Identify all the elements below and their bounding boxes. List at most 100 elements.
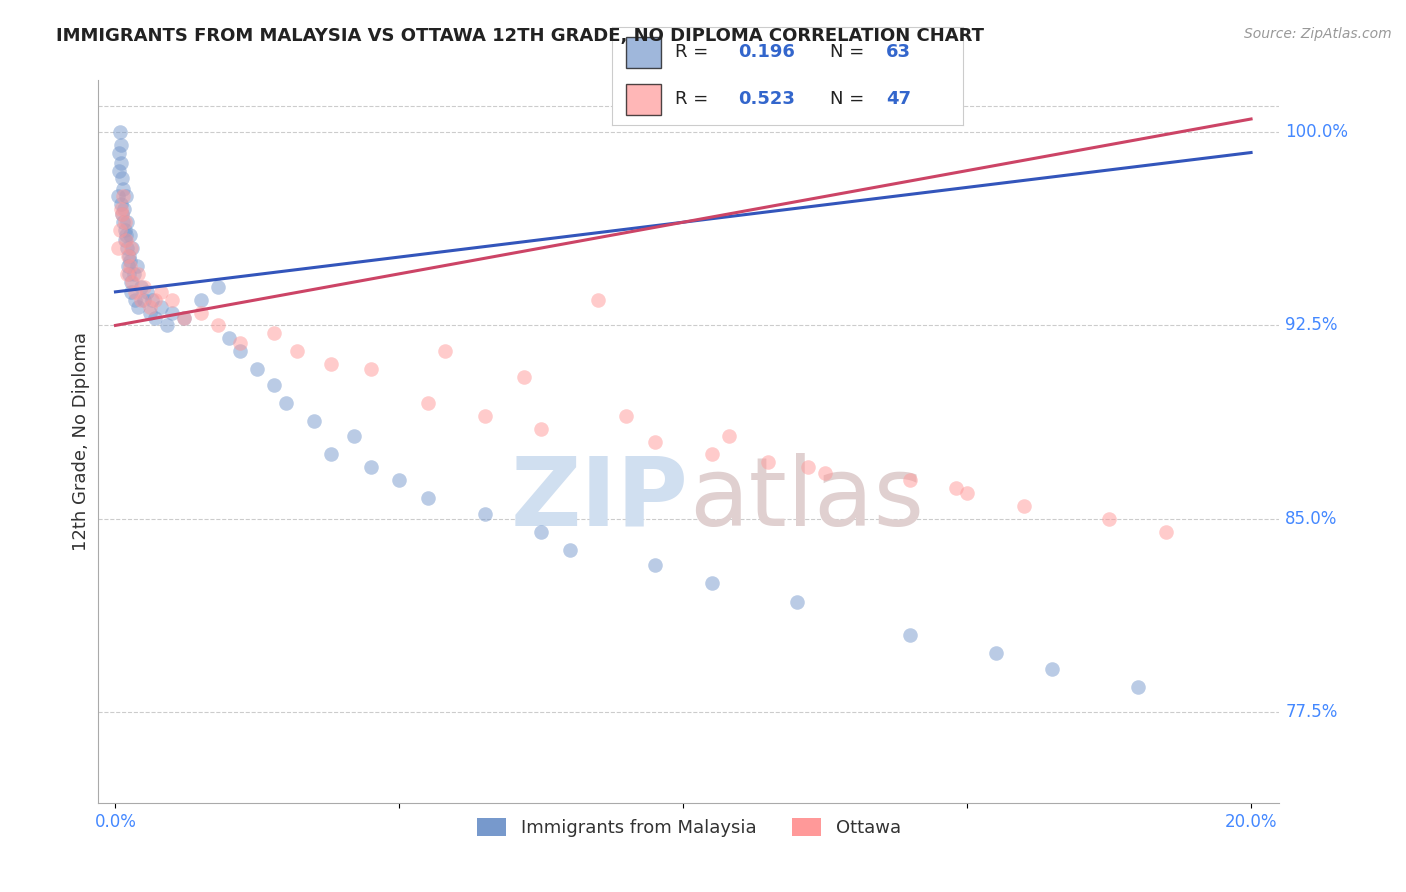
Point xyxy=(814,466,837,480)
Point xyxy=(120,275,142,289)
Point xyxy=(173,310,195,325)
Point xyxy=(121,241,143,255)
Point xyxy=(321,447,343,461)
Point xyxy=(416,491,439,506)
Point xyxy=(127,301,149,315)
Text: 47: 47 xyxy=(886,90,911,108)
Text: 85.0%: 85.0% xyxy=(1285,510,1337,528)
Point xyxy=(1012,499,1035,513)
Point xyxy=(797,460,820,475)
Point xyxy=(132,279,155,293)
Point xyxy=(108,223,131,237)
Point xyxy=(616,409,638,423)
Point xyxy=(1040,662,1063,676)
Point xyxy=(111,207,134,221)
Text: R =: R = xyxy=(675,44,714,62)
Legend: Immigrants from Malaysia, Ottawa: Immigrants from Malaysia, Ottawa xyxy=(470,811,908,845)
Point xyxy=(229,344,252,359)
Point xyxy=(302,414,325,428)
Point xyxy=(114,215,136,229)
Point xyxy=(120,254,142,268)
Text: atlas: atlas xyxy=(689,453,924,546)
FancyBboxPatch shape xyxy=(626,84,661,115)
Point xyxy=(117,259,139,273)
Text: 77.5%: 77.5% xyxy=(1285,704,1337,722)
Point xyxy=(207,318,229,333)
Point xyxy=(115,189,138,203)
Point xyxy=(115,267,138,281)
Point xyxy=(1126,680,1149,694)
Point xyxy=(114,233,136,247)
Point xyxy=(111,182,134,196)
Point xyxy=(274,396,297,410)
Point xyxy=(112,202,135,217)
Point xyxy=(190,305,212,319)
Point xyxy=(984,646,1007,660)
Point xyxy=(162,305,183,319)
Point xyxy=(1154,524,1177,539)
Point xyxy=(717,429,740,443)
Point xyxy=(586,293,609,307)
Point xyxy=(143,310,166,325)
Point xyxy=(114,233,136,247)
Text: Source: ZipAtlas.com: Source: ZipAtlas.com xyxy=(1244,27,1392,41)
Point xyxy=(155,318,177,333)
Point xyxy=(138,305,160,319)
Text: N =: N = xyxy=(830,90,869,108)
Point xyxy=(149,301,172,315)
Point xyxy=(149,285,172,299)
Point xyxy=(120,241,142,255)
Point xyxy=(900,473,922,487)
Text: 0.196: 0.196 xyxy=(738,44,794,62)
Text: R =: R = xyxy=(675,90,714,108)
Point xyxy=(644,434,666,449)
Point xyxy=(110,197,132,211)
Point xyxy=(218,331,240,345)
Point xyxy=(416,396,439,410)
Point xyxy=(173,310,195,325)
Point xyxy=(115,241,138,255)
Point xyxy=(162,293,183,307)
Point xyxy=(110,137,132,152)
FancyBboxPatch shape xyxy=(626,37,661,68)
Point xyxy=(112,215,135,229)
Point xyxy=(945,481,967,495)
Point xyxy=(207,279,229,293)
Point xyxy=(786,594,808,608)
Point xyxy=(246,362,269,376)
Point xyxy=(474,507,496,521)
Point xyxy=(474,409,496,423)
Point xyxy=(117,249,139,263)
Point xyxy=(124,285,146,299)
Point xyxy=(129,279,152,293)
Point xyxy=(118,228,141,243)
Point xyxy=(513,370,536,384)
Text: 63: 63 xyxy=(886,44,911,62)
Point xyxy=(343,429,366,443)
Point xyxy=(360,362,382,376)
Point xyxy=(263,326,285,341)
Point xyxy=(263,377,285,392)
Point xyxy=(112,189,135,203)
Point xyxy=(127,267,149,281)
Point xyxy=(433,344,456,359)
Point xyxy=(129,293,152,307)
Point xyxy=(360,460,382,475)
Point xyxy=(108,163,131,178)
Point xyxy=(229,336,252,351)
Point xyxy=(956,486,979,500)
Point xyxy=(111,171,134,186)
Text: 92.5%: 92.5% xyxy=(1285,317,1337,334)
Point xyxy=(117,215,139,229)
Text: IMMIGRANTS FROM MALAYSIA VS OTTAWA 12TH GRADE, NO DIPLOMA CORRELATION CHART: IMMIGRANTS FROM MALAYSIA VS OTTAWA 12TH … xyxy=(56,27,984,45)
Point xyxy=(117,249,139,263)
Point xyxy=(321,357,343,371)
Point xyxy=(1098,512,1121,526)
Point xyxy=(758,455,780,469)
Y-axis label: 12th Grade, No Diploma: 12th Grade, No Diploma xyxy=(72,332,90,551)
Point xyxy=(700,576,723,591)
Point xyxy=(530,524,553,539)
Point xyxy=(111,207,134,221)
Point xyxy=(121,275,143,289)
Text: 100.0%: 100.0% xyxy=(1285,123,1348,141)
